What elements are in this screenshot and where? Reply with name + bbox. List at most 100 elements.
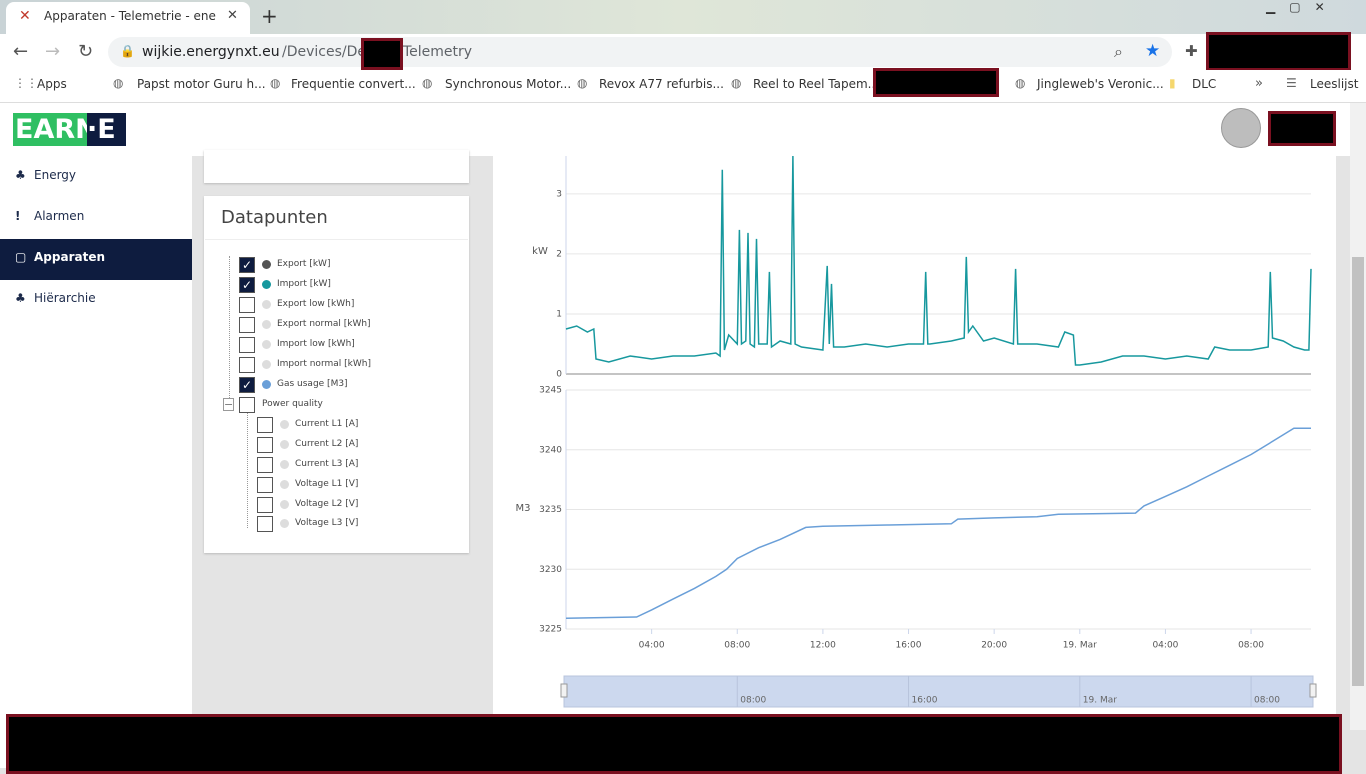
checkbox[interactable] [239,297,255,313]
checkbox[interactable] [257,497,273,513]
bookmark[interactable]: Revox A77 refurbis... [599,77,724,91]
legend-dot [280,460,289,469]
datapoint-label[interactable]: Voltage L1 [V] [295,479,359,489]
nav-item[interactable]: Alarmen [34,209,85,223]
legend-dot [262,360,271,369]
nav-item[interactable]: Energy [34,168,77,182]
checkbox[interactable] [257,457,273,473]
logo-right[interactable]: ·E [87,113,126,146]
datapoint-label[interactable]: Voltage L2 [V] [295,499,359,509]
y-tick-label: 3245 [539,386,562,396]
scroll-thumb[interactable] [1352,257,1364,686]
bookmark-icon: ◍ [577,76,588,90]
y-tick-label: 3 [556,189,562,199]
bookmark[interactable]: Papst motor Guru h... [137,77,266,91]
legend-dot [262,280,271,289]
bookmark[interactable]: DLC [1192,77,1217,91]
x-tick-label: 20:00 [981,641,1007,651]
nav-item[interactable]: Hiërarchie [34,291,96,305]
datapoint-label[interactable]: Current L2 [A] [295,439,359,449]
datapoint-label[interactable]: Gas usage [M3] [277,379,348,389]
legend-dot [262,300,271,309]
bookmark-icon: ▮ [1169,76,1176,90]
logo-left[interactable]: EARN [13,113,100,146]
y-axis-label: M3 [516,503,531,514]
navigator-handle[interactable] [1309,683,1317,698]
bookmark[interactable]: Reel to Reel Tapem... [753,77,880,91]
checkbox[interactable] [257,477,273,493]
zoom-icon[interactable]: ⌕ [1114,42,1123,61]
datapoint-label[interactable]: Import low [kWh] [277,339,355,349]
datapoint-label[interactable]: Export normal [kWh] [277,319,371,329]
bookmark[interactable]: Frequentie convert... [291,77,416,91]
nav-icon: ♣ [15,168,26,182]
checkbox[interactable] [239,337,255,353]
datapoint-label[interactable]: Export [kW] [277,259,331,269]
extensions-icon[interactable]: ✚ [1185,42,1198,60]
checkbox[interactable]: ✓ [239,277,255,293]
y-tick-label: 3235 [539,505,562,515]
datapoint-label[interactable]: Voltage L3 [V] [295,518,359,528]
lock-icon: 🔒 [120,44,135,58]
datapoint-label[interactable]: Power quality [262,399,323,409]
forward-button[interactable]: → [45,41,61,62]
bookmarks-bar [0,70,1366,103]
datapoint-label[interactable]: Import normal [kWh] [277,359,371,369]
nav-icon: ♣ [15,291,26,305]
tab-title: Apparaten - Telemetrie - energy [44,9,216,23]
navigator-label: 08:00 [740,696,766,706]
nav-item[interactable]: Apparaten [34,250,105,264]
y-tick-label: 1 [556,309,562,319]
panel [204,150,469,183]
back-button[interactable]: ← [13,41,29,62]
legend-dot [262,260,271,269]
nav-icon: ▢ [15,250,27,264]
navigator-label: 16:00 [912,696,938,706]
checkbox[interactable] [257,417,273,433]
bookmark-star[interactable]: ★ [1145,41,1161,61]
checkbox[interactable] [239,317,255,333]
checkbox[interactable] [239,397,255,413]
y-tick-label: 3230 [539,565,562,575]
nav-active [0,239,192,280]
user-avatar[interactable] [1221,108,1261,148]
navigator [563,675,1314,708]
bookmark[interactable]: Leeslijst [1310,77,1359,91]
address-bar[interactable] [108,37,1172,67]
bookmark[interactable]: Synchronous Motor... [445,77,572,91]
datapoints-panel [204,196,469,553]
checkbox[interactable]: ✓ [239,377,255,393]
chart-area: kW M3 0 1 2 3 3225 3230 3235 3240 3245 04:00 08:00… [516,155,1317,708]
checkbox[interactable] [257,516,273,532]
reload-button[interactable]: ↻ [78,41,94,62]
more-bookmarks[interactable]: » [1255,76,1263,91]
bookmark[interactable]: Apps [37,77,67,91]
checkbox[interactable]: ✓ [239,257,255,273]
datapoint-label[interactable]: Current L1 [A] [295,419,359,429]
y-tick-label: 3225 [539,625,562,635]
datapoint-label[interactable]: Import [kW] [277,279,331,289]
collapse-toggle[interactable]: − [223,398,234,411]
datapoint-label[interactable]: Current L3 [A] [295,459,359,469]
legend-dot [262,320,271,329]
window-controls[interactable]: ▁▢✕ [1266,0,1339,14]
x-tick-label: 08:00 [1238,641,1264,651]
tree-line [229,256,231,406]
navigator-handle[interactable] [560,683,568,698]
nav-icon: ! [15,209,21,223]
chart-card [493,150,1336,715]
bookmark-icon: ⋮⋮ [14,76,38,90]
bookmark[interactable]: Jingleweb's Veronic... [1037,77,1164,91]
y-tick-label: 2 [556,249,562,259]
bookmark-icon: ◍ [113,76,124,90]
tab-close[interactable]: ✕ [227,8,238,23]
tab[interactable] [6,2,250,34]
checkbox[interactable] [257,437,273,453]
legend-dot [280,480,289,489]
checkbox[interactable] [239,357,255,373]
bookmark-icon: ◍ [270,76,281,90]
datapoint-label[interactable]: Export low [kWh] [277,299,355,309]
bookmark-icon: ◍ [1015,76,1026,90]
new-tab[interactable]: + [261,4,278,28]
